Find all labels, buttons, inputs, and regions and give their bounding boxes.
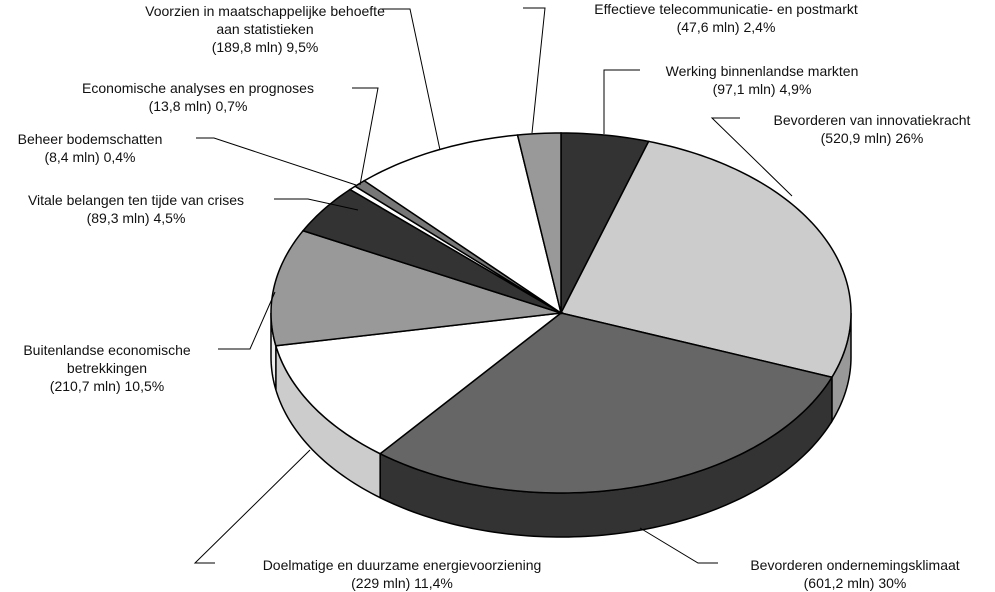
amount-label: (229 mln) <box>351 575 411 591</box>
amount-label: (47,6 mln) <box>676 19 740 35</box>
slice-label: Effectieve telecommunicatie- en postmark… <box>536 0 916 36</box>
category-label: Effectieve telecommunicatie- en postmark… <box>594 1 858 17</box>
value-label: 9,5% <box>286 39 319 55</box>
pie-slice <box>516 132 562 314</box>
leader-line <box>196 137 357 186</box>
leader-line <box>380 8 441 151</box>
category-label: Bevorderen ondernemingsklimaat <box>750 557 960 573</box>
slice-label: Voorzien in maatschappelijke behoefte aa… <box>140 2 390 56</box>
category-label: Economische analyses en prognoses <box>82 80 314 96</box>
slice-label: Bevorderen ondernemingsklimaat (601,2 mln… <box>710 556 995 592</box>
amount-label: (97,1 mln) <box>712 81 776 97</box>
leader-line <box>603 69 640 134</box>
category-label: Vitale belangen ten tijde van crises <box>27 192 245 208</box>
value-label: 4,9% <box>779 81 812 97</box>
pie-slice <box>274 311 564 455</box>
amount-label: (89,3 mln) <box>86 210 150 226</box>
leader-line <box>193 449 311 564</box>
leader-line <box>710 117 793 197</box>
value-label: 2,4% <box>743 19 776 35</box>
value-label: 11,4% <box>414 575 453 591</box>
pie-slice <box>301 188 562 314</box>
category-label: Voorzien in maatschappelijke behoefte aa… <box>145 3 385 37</box>
amount-label: (210,7 mln) <box>49 378 121 394</box>
pie-slice <box>362 134 563 315</box>
category-label: Bevorderen van innovatiekracht <box>773 112 971 128</box>
category-label: Buitenlandse economische betrekkingen <box>23 342 191 376</box>
slice-label: Bevorderen van innovatiekracht (520,9 mln… <box>722 111 995 147</box>
slice-label: Beheer bodemschatten (8,4 mln) 0,4% <box>0 130 185 166</box>
leader-line <box>639 527 718 564</box>
category-label: Doelmatige en duurzame energievoorzienin… <box>262 557 542 573</box>
slice-label: Vitale belangen ten tijde van crises (89,… <box>0 191 276 227</box>
category-label: Werking binnenlandse markten <box>665 63 859 79</box>
slice-label: Buitenlandse economische betrekkingen (21… <box>0 341 217 395</box>
category-label: Beheer bodemschatten <box>17 131 163 147</box>
amount-label: (189,8 mln) <box>211 39 283 55</box>
pie-slice <box>559 140 852 379</box>
value-label: 4,5% <box>153 210 186 226</box>
pie-slice <box>378 312 834 494</box>
leader-line <box>218 291 276 350</box>
amount-label: (8,4 mln) <box>44 149 100 165</box>
value-label: 0,7% <box>215 98 248 114</box>
pie-slice <box>560 132 650 314</box>
leader-line <box>274 198 359 211</box>
value-label: 30% <box>878 575 907 591</box>
slice-label: Doelmatige en duurzame energievoorzienin… <box>212 556 592 592</box>
slice-label: Werking binnenlandse markten (97,1 mln) 4… <box>632 62 892 98</box>
leader-line <box>352 87 379 186</box>
value-label: 26% <box>895 130 924 146</box>
amount-label: (13,8 mln) <box>148 98 212 114</box>
amount-label: (520,9 mln) <box>820 130 892 146</box>
leader-line <box>523 7 546 134</box>
pie-slice <box>270 229 562 347</box>
slice-label: Economische analyses en prognoses (13,8 m… <box>48 79 348 115</box>
amount-label: (601,2 mln) <box>803 575 875 591</box>
value-label: 0,4% <box>103 149 136 165</box>
value-label: 10,5% <box>124 378 165 394</box>
